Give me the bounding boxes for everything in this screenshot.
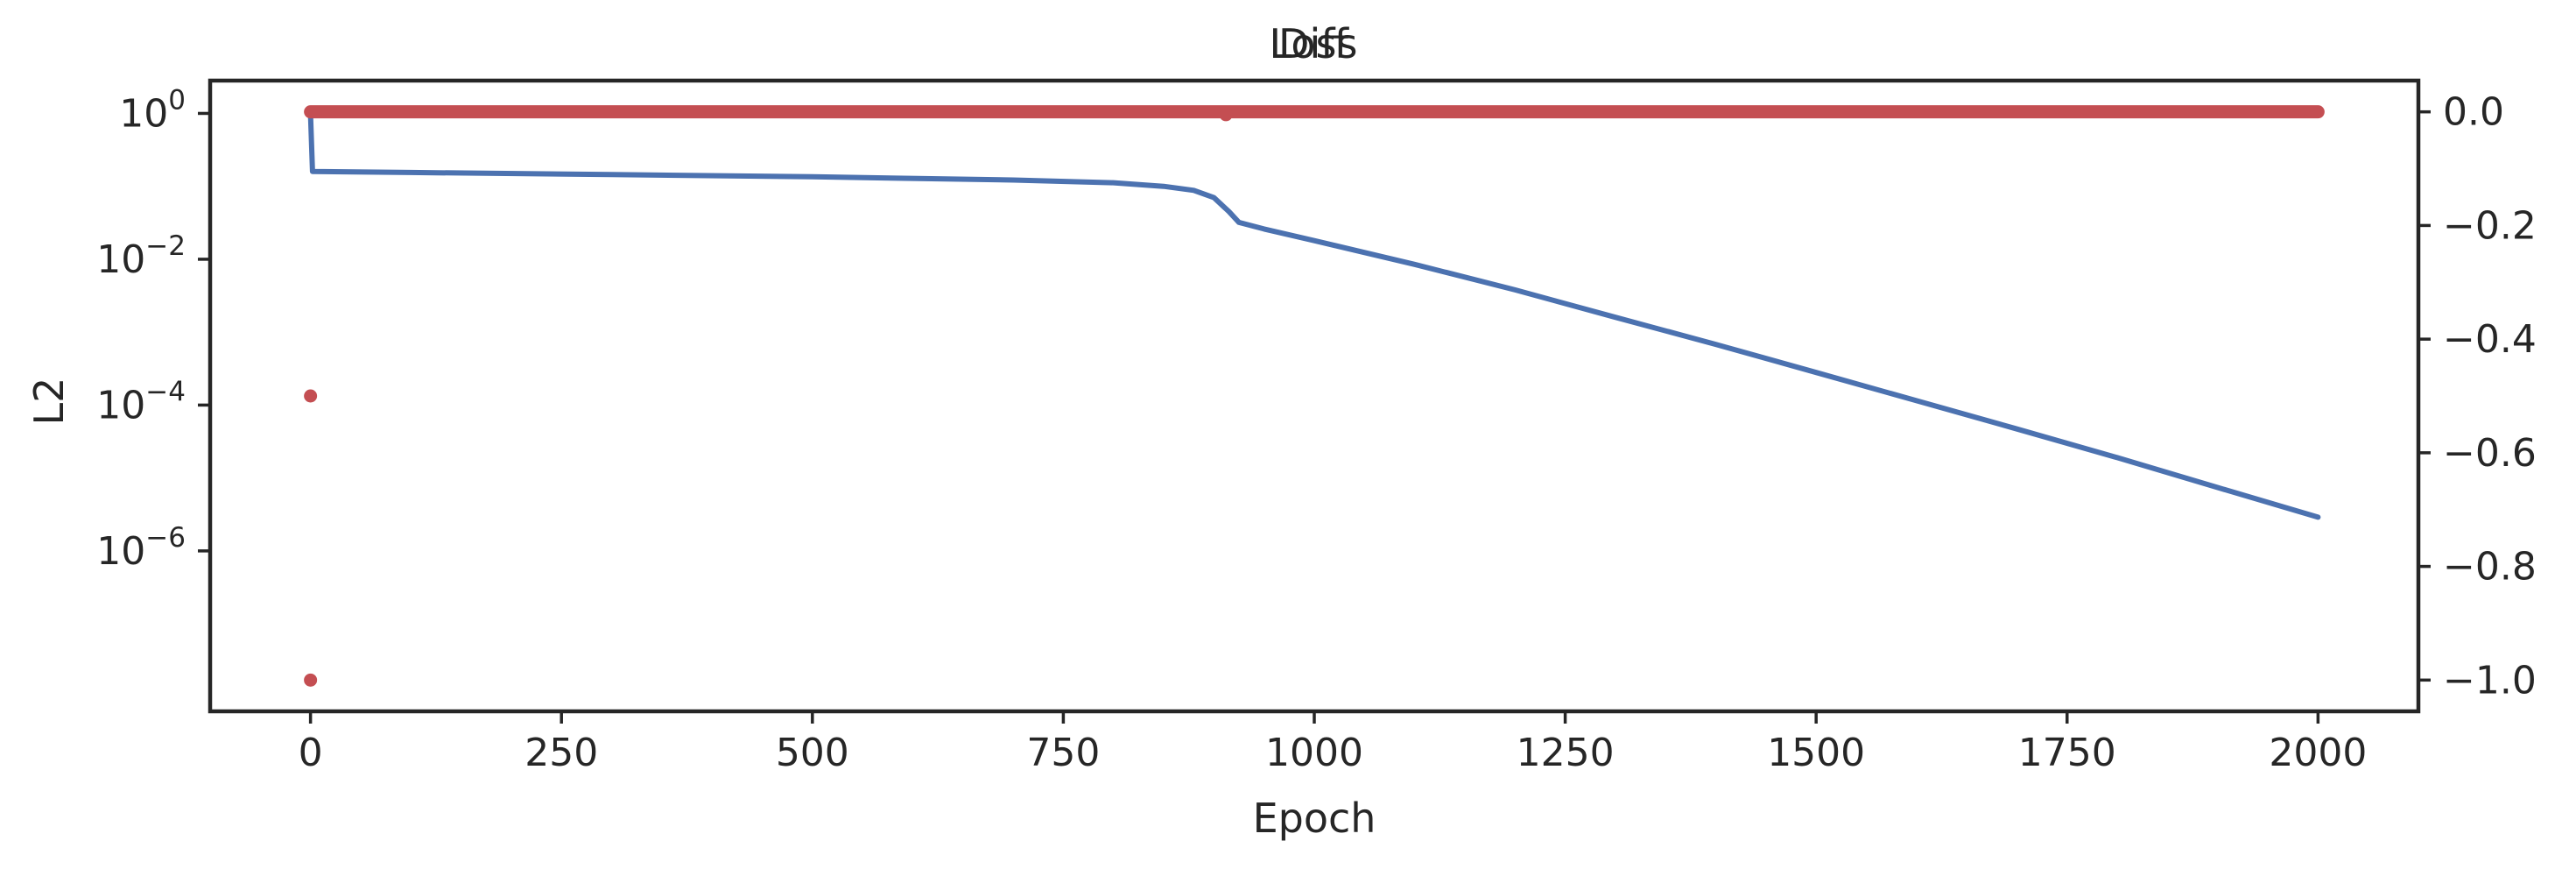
right-y-tick-label: −0.6 (2443, 431, 2537, 476)
left-y-tick-label: 10−4 (96, 376, 186, 427)
loss-dot-point (1219, 108, 1233, 122)
chart-titles: Diff Loss (1270, 20, 1358, 67)
chart-title-loss: Loss (1270, 20, 1358, 67)
x-tick-label: 750 (1026, 731, 1100, 775)
loss-dot-series (304, 105, 2325, 687)
left-y-tick-label: 100 (119, 84, 186, 136)
x-tick-label: 500 (776, 731, 849, 775)
left-y-axis-title: L2 (25, 378, 73, 426)
x-axis: 0 250 500 750 1000 1250 1500 1750 2000 (299, 711, 2367, 775)
left-y-tick-label: 10−2 (96, 230, 186, 282)
x-tick-label: 0 (299, 731, 323, 775)
right-y-tick-label: −0.8 (2443, 545, 2537, 590)
loss-dot-point (304, 389, 318, 403)
diff-line-series (307, 110, 2321, 520)
right-y-axis: 0.0 −0.2 −0.4 −0.6 −0.8 −1.0 (2418, 90, 2537, 703)
plot-area (304, 105, 2325, 687)
x-tick-label: 1250 (1517, 731, 1615, 775)
x-tick-label: 2000 (2269, 731, 2367, 775)
left-y-axis: 100 10−2 10−4 10−6 (96, 84, 210, 574)
loss-dot-point (304, 673, 318, 687)
right-y-tick-label: −0.4 (2443, 317, 2537, 362)
right-y-tick-label: 0.0 (2443, 90, 2504, 135)
chart-title-diff: Diff (1278, 20, 1349, 67)
right-y-tick-label: −0.2 (2443, 203, 2537, 248)
x-axis-title: Epoch (1253, 795, 1376, 842)
x-tick-label: 1500 (1767, 731, 1865, 775)
x-tick-label: 1750 (2018, 731, 2116, 775)
right-y-tick-label: −1.0 (2443, 658, 2537, 703)
left-y-tick-label: 10−6 (96, 522, 186, 574)
x-tick-label: 250 (524, 731, 598, 775)
x-tick-label: 1000 (1265, 731, 1363, 775)
